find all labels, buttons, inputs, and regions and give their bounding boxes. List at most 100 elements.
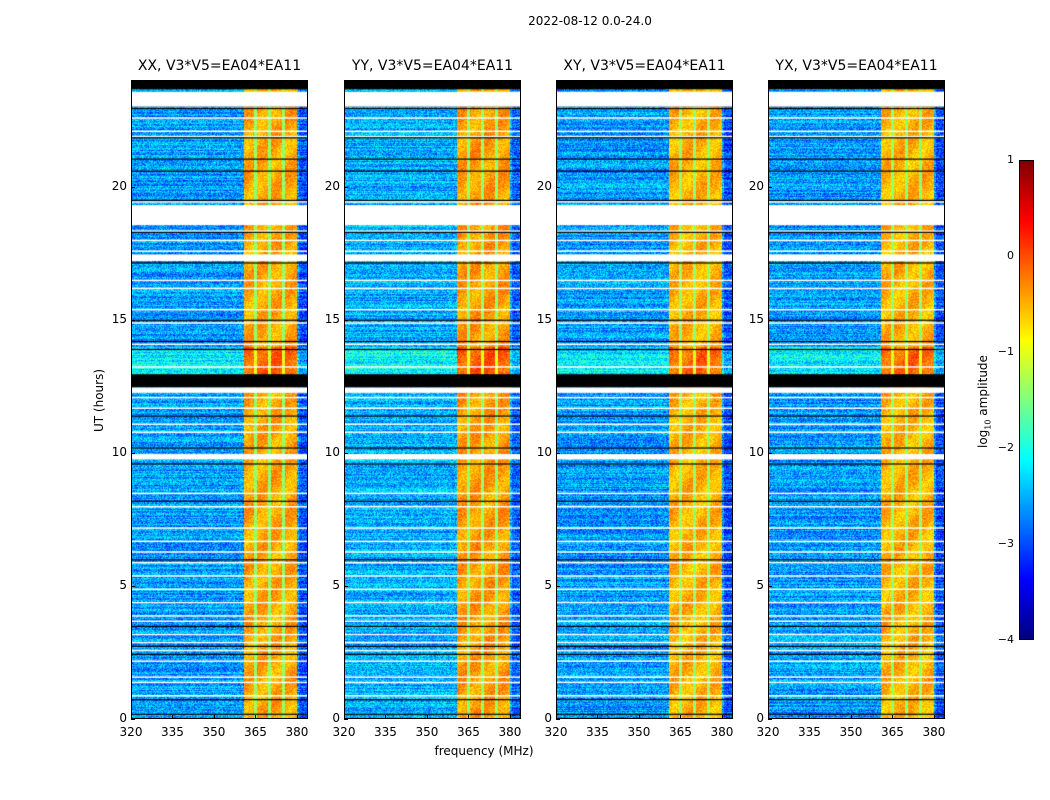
x-tick-label: 320 [119,725,143,739]
colorbar-tick-label: −3 [997,537,1014,550]
x-tick-label: 365 [457,725,480,739]
y-tick-label: 20 [324,178,340,193]
x-axis-label: frequency (MHz) [434,744,534,758]
y-tick-mark [768,452,772,454]
y-tick-mark [344,585,348,587]
figure-suptitle: 2022-08-12 0.0-24.0 [528,14,652,28]
x-tick-mark [296,715,298,719]
y-axis-label: UT (hours) [92,368,106,432]
colorbar-tick-label: −4 [997,633,1014,646]
x-tick-mark [721,715,723,719]
colorbar-label-suffix: amplitude [976,355,990,420]
y-tick-mark [344,186,348,188]
y-tick-label: 0 [756,711,764,725]
panel-yx: YX, V3*V5=EA04*EA11 0 5 10 15 20 320 335 350 365 3… [749,58,946,739]
x-tick-mark [426,715,428,719]
x-tick-mark [892,715,894,719]
x-tick-label: 350 [202,725,226,739]
x-tick-label: 350 [839,725,863,739]
y-tick-mark [556,186,560,188]
panel-xy: XY, V3*V5=EA04*EA11 0 5 10 15 20 320 335 350 365 3… [537,58,734,739]
y-tick-label: 5 [544,577,552,592]
x-tick-mark [597,715,599,719]
y-tick-mark [344,452,348,454]
y-tick-label: 5 [119,577,127,592]
colorbar-label-sub: 10 [983,419,993,430]
y-tick-label: 5 [756,577,764,592]
panel-xx: XX, V3*V5=EA04*EA11 0 5 10 15 20 320 335 350 365 3… [112,58,309,739]
y-tick-mark [131,319,135,321]
x-tick-mark [638,715,640,719]
x-tick-label: 350 [627,725,651,739]
y-tick-mark [131,585,135,587]
y-tick-mark [344,319,348,321]
x-tick-mark [850,715,852,719]
y-tick-label: 15 [536,311,552,326]
x-tick-mark [213,715,215,719]
y-tick-label: 0 [332,711,340,725]
x-tick-mark [468,715,470,719]
y-tick-label: 15 [111,311,127,326]
x-tick-label: 320 [756,725,780,739]
x-tick-mark [809,715,811,719]
x-tick-label: 350 [415,725,439,739]
y-tick-label: 10 [324,444,340,459]
panel-title: YX, V3*V5=EA04*EA11 [775,58,938,74]
panel-title: XY, V3*V5=EA04*EA11 [563,58,726,74]
y-tick-label: 0 [544,711,552,725]
colorbar-tick-label: −1 [997,345,1014,358]
x-tick-label: 335 [798,725,821,739]
y-tick-mark [556,319,560,321]
panel-title: YY, V3*V5=EA04*EA11 [351,58,514,74]
y-tick-mark [556,452,560,454]
y-tick-label: 0 [119,711,127,725]
x-tick-mark [344,715,345,719]
x-tick-label: 335 [586,725,609,739]
y-tick-label: 10 [748,444,764,459]
colorbar-tick-label: 1 [1007,153,1014,166]
panel-yy: YY, V3*V5=EA04*EA11 0 5 10 15 20 320 335 350 365 3… [325,58,522,739]
x-tick-mark [680,715,682,719]
colorbar-frame [1019,160,1034,640]
y-tick-mark [768,585,772,587]
y-tick-label: 5 [332,577,340,592]
y-tick-mark [768,319,772,321]
y-tick-label: 15 [748,311,764,326]
y-tick-mark [768,719,772,720]
x-tick-label: 380 [498,725,522,739]
x-tick-label: 365 [669,725,692,739]
x-tick-mark [255,715,257,719]
x-tick-mark [385,715,387,719]
x-tick-mark [933,715,935,719]
colorbar-tick-label: −2 [997,441,1014,454]
colorbar-gradient [1019,160,1034,640]
panel-title: XX, V3*V5=EA04*EA11 [137,58,302,74]
x-tick-mark [172,715,174,719]
colorbar-label: log10 amplitude [976,355,992,448]
waterfall-heatmap [344,80,521,719]
y-tick-mark [131,452,135,454]
waterfall-heatmap [768,80,945,719]
y-tick-mark [556,719,560,720]
y-tick-mark [131,186,135,188]
x-tick-mark [131,715,132,719]
waterfall-heatmap [556,80,733,719]
x-tick-label: 320 [332,725,356,739]
x-tick-label: 365 [881,725,904,739]
y-tick-label: 20 [111,178,127,193]
x-tick-label: 365 [244,725,267,739]
x-tick-mark [509,715,511,719]
x-tick-label: 380 [922,725,946,739]
waterfall-heatmap [131,80,308,719]
x-tick-label: 335 [374,725,397,739]
x-tick-label: 335 [161,725,184,739]
y-tick-mark [344,719,348,720]
colorbar-tick-label: 0 [1007,249,1014,262]
x-tick-label: 320 [544,725,568,739]
x-tick-mark [768,715,769,719]
y-tick-mark [768,186,772,188]
y-tick-label: 10 [536,444,552,459]
y-tick-mark [556,585,560,587]
x-tick-label: 380 [710,725,734,739]
y-tick-label: 10 [111,444,127,459]
